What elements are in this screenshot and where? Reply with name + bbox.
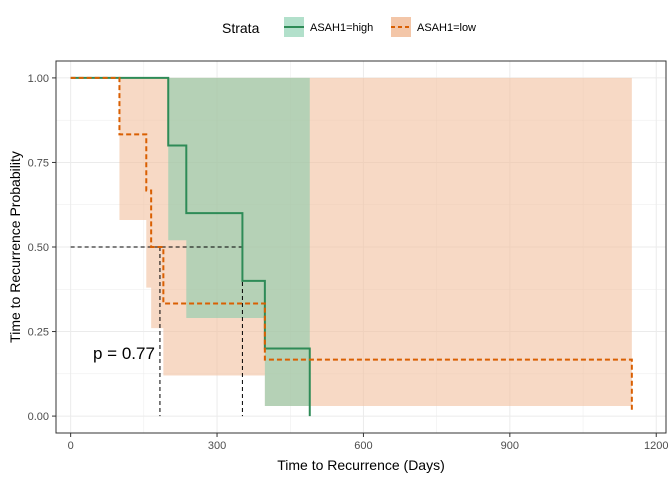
legend-title: Strata bbox=[222, 20, 260, 36]
y-axis-ticks: 0.00 0.25 0.50 0.75 1.00 bbox=[28, 73, 56, 423]
confidence-bands bbox=[70, 77, 632, 406]
ci-band-high bbox=[70, 77, 310, 406]
x-tick-label: 900 bbox=[501, 440, 519, 452]
legend-key-high bbox=[284, 17, 304, 37]
survival-curve-high bbox=[70, 76, 311, 417]
survival-curves bbox=[70, 76, 633, 417]
x-tick-label: 600 bbox=[354, 440, 372, 452]
x-tick-label: 1200 bbox=[644, 440, 668, 452]
survival-curve-low bbox=[70, 76, 633, 413]
legend-label-high: ASAH1=high bbox=[310, 22, 373, 34]
y-tick-label: 1.00 bbox=[28, 73, 49, 85]
y-tick-label: 0.75 bbox=[28, 157, 49, 169]
p-value-annotation: p = 0.77 bbox=[93, 344, 155, 363]
legend: Strata ASAH1=high ASAH1=low bbox=[222, 17, 476, 37]
y-tick-label: 0.00 bbox=[28, 411, 49, 423]
x-tick-label: 0 bbox=[68, 440, 74, 452]
y-tick-label: 0.50 bbox=[28, 242, 49, 254]
y-tick-label: 0.25 bbox=[28, 327, 49, 339]
x-tick-label: 300 bbox=[208, 440, 226, 452]
x-axis-title: Time to Recurrence (Days) bbox=[277, 457, 445, 473]
legend-label-low: ASAH1=low bbox=[417, 22, 476, 34]
legend-key-low bbox=[391, 17, 411, 37]
x-axis-ticks: 0 300 600 900 1200 bbox=[68, 433, 668, 452]
y-axis-title: Time to Recurrence Probability bbox=[7, 151, 23, 343]
